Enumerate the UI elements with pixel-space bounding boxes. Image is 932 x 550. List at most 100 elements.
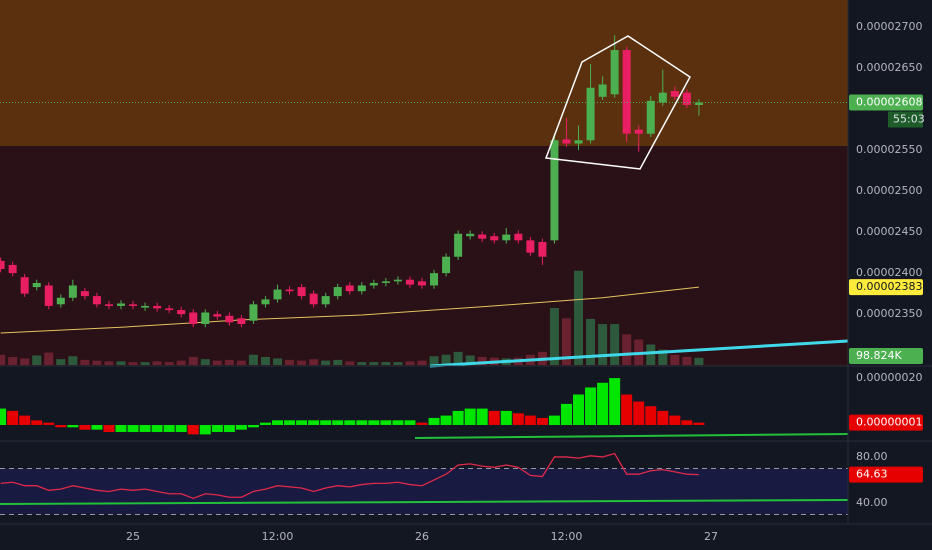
macd-bar	[0, 408, 7, 425]
candle-body	[249, 304, 258, 321]
candle-body	[634, 129, 643, 134]
candle-body	[261, 299, 270, 305]
volume-bar	[44, 352, 54, 365]
volume-bar	[381, 362, 391, 365]
macd-bar	[416, 422, 428, 425]
volume-bar	[188, 356, 198, 365]
macd-bar	[79, 424, 91, 430]
macd-bar	[585, 387, 597, 425]
candle-body	[538, 241, 547, 257]
macd-bar	[548, 415, 560, 425]
candle-body	[562, 139, 571, 144]
countdown: 55:03	[893, 113, 925, 126]
volume-bar	[574, 270, 584, 365]
volume-bar	[694, 357, 704, 365]
volume-bar	[561, 318, 571, 365]
candle-body	[309, 293, 318, 305]
candle-body	[129, 304, 138, 306]
volume-bar	[224, 359, 234, 365]
candle-body	[80, 291, 89, 297]
y-tick-label: 40.00	[856, 496, 888, 509]
candle-body	[622, 50, 631, 134]
macd-bar	[247, 424, 259, 428]
countdown-box	[888, 111, 923, 128]
macd-bar	[332, 420, 344, 425]
rsi-line	[0, 452, 699, 500]
ma-label-box	[849, 279, 923, 296]
ma-label: 0.00002383	[856, 280, 922, 293]
candle-body	[646, 100, 655, 134]
resistance-zone	[0, 0, 848, 146]
volume-label-box	[849, 348, 923, 364]
volume-bar	[285, 359, 295, 365]
volume-bar	[116, 361, 126, 365]
x-tick-label: 26	[415, 530, 429, 543]
volume-bar	[80, 359, 90, 365]
candle-body	[44, 285, 53, 306]
moving-average	[0, 286, 699, 334]
volume-bar	[441, 354, 451, 365]
candle-body	[333, 287, 342, 297]
candle-body	[586, 87, 595, 141]
candle-body	[153, 305, 162, 309]
volume-bar	[670, 354, 680, 365]
rsi-trend-line	[0, 499, 849, 505]
volume-bar	[477, 356, 487, 365]
candle-body	[682, 92, 691, 105]
volume-bar	[236, 360, 246, 365]
candle-body	[117, 303, 125, 306]
volume-bar	[682, 356, 692, 365]
macd-bar	[404, 420, 416, 425]
candle-body	[610, 50, 619, 95]
candle-body	[321, 296, 330, 305]
macd-bar	[127, 424, 139, 433]
volume-bar	[260, 356, 270, 365]
macd-bar	[440, 415, 452, 425]
macd-bar	[151, 424, 163, 433]
x-tick-label: 27	[704, 530, 718, 543]
candle-body	[56, 297, 65, 305]
indicator-panes	[0, 378, 848, 515]
candle-body	[213, 314, 222, 317]
y-tick-label: 0.00002650	[856, 61, 922, 74]
volume-bar	[212, 360, 222, 365]
volume-bar	[549, 308, 559, 365]
volume-bar	[176, 360, 186, 365]
macd-bar	[645, 406, 657, 425]
candle-body	[68, 285, 77, 298]
macd-bar	[597, 382, 609, 425]
volume-bar	[333, 359, 343, 365]
macd-bar	[19, 415, 31, 425]
y-tick-label: 0.00000020	[856, 371, 922, 384]
volume-bar	[0, 354, 6, 365]
macd-bar	[356, 420, 368, 425]
volume-bar	[68, 356, 78, 365]
macd-bar	[368, 420, 380, 425]
volume-bar	[128, 362, 138, 365]
macd-bar	[272, 420, 284, 425]
candle-body	[658, 92, 667, 103]
candle-body	[237, 318, 246, 324]
macd-bar	[91, 424, 103, 430]
macd-bar	[67, 424, 79, 428]
x-tick-label: 12:00	[262, 530, 294, 543]
candle-body	[418, 281, 426, 286]
volume-bar	[321, 360, 331, 365]
candle-body	[32, 282, 41, 288]
candle-body	[225, 315, 234, 323]
macd-bar	[609, 378, 621, 425]
candle-body	[694, 102, 703, 105]
trend-line	[429, 339, 849, 368]
macd-bar	[115, 424, 127, 433]
macd-bar	[31, 420, 43, 425]
macd-bar	[392, 420, 404, 425]
macd-bar	[669, 415, 681, 425]
macd-label-box	[849, 414, 923, 431]
volume-bar	[248, 354, 258, 365]
candle-body	[165, 308, 174, 311]
macd-bar	[464, 408, 476, 425]
macd-bar	[199, 424, 211, 435]
macd-bar	[428, 417, 440, 425]
candle-body	[104, 304, 113, 306]
